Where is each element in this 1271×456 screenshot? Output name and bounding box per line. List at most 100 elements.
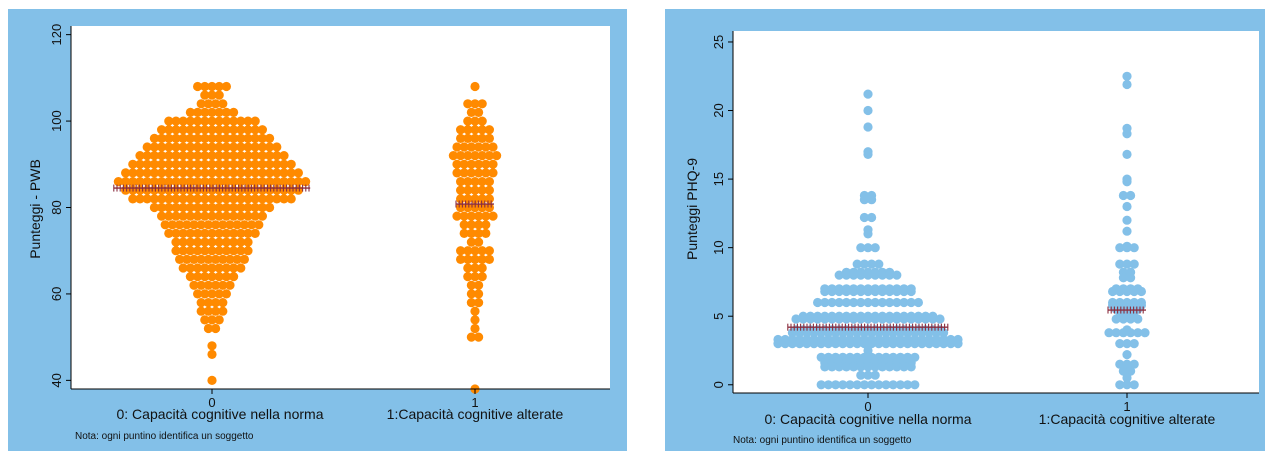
- subject-dot: [247, 220, 257, 230]
- subject-dot: [272, 142, 282, 152]
- subject-dot: [250, 142, 260, 152]
- subject-dot: [128, 168, 138, 178]
- note-text: Nota: ogni puntino identifica un soggett…: [733, 435, 912, 446]
- subject-dot: [250, 133, 260, 143]
- subject-dot: [484, 185, 494, 195]
- subject-dot: [935, 314, 945, 324]
- subject-dot: [164, 177, 174, 187]
- subject-dot: [279, 177, 289, 187]
- subject-dot: [214, 107, 224, 117]
- subject-dot: [221, 142, 231, 152]
- subject-dot: [196, 306, 206, 316]
- subject-dot: [135, 159, 145, 169]
- subject-dot: [178, 263, 188, 273]
- subject-dot: [207, 237, 217, 247]
- subject-dot: [466, 298, 476, 308]
- subject-dot: [207, 168, 217, 178]
- subject-dot: [928, 314, 938, 324]
- subject-dot: [802, 339, 812, 349]
- subject-dot: [913, 297, 923, 308]
- subject-dot: [185, 133, 195, 143]
- subject-dot: [1122, 359, 1132, 369]
- subject-dot: [831, 339, 841, 349]
- subject-dot: [243, 133, 253, 143]
- subject-dot: [167, 220, 177, 230]
- subject-dot: [243, 151, 253, 161]
- subject-dot: [178, 159, 188, 169]
- subject-dot: [164, 211, 174, 221]
- subject-dot: [178, 151, 188, 161]
- subject-dot: [185, 228, 195, 238]
- subject-dot: [221, 133, 231, 143]
- subject-dot: [128, 177, 138, 187]
- subject-dot: [1122, 177, 1132, 187]
- subject-dot: [870, 286, 880, 297]
- y-tick-label: 100: [49, 110, 64, 132]
- subject-dot: [142, 142, 152, 152]
- subject-dot: [207, 90, 217, 100]
- subject-dot: [175, 220, 185, 230]
- subject-dot: [257, 142, 267, 152]
- subject-dot: [221, 246, 231, 256]
- subject-dot: [780, 339, 790, 349]
- subject-dot: [200, 289, 210, 299]
- subject-dot: [899, 362, 909, 372]
- subject-dot: [157, 125, 167, 135]
- subject-dot: [185, 263, 195, 273]
- subject-dot: [135, 194, 145, 204]
- subject-dot: [484, 151, 494, 161]
- subject-dot: [863, 314, 873, 324]
- y-tick-label: 5: [711, 313, 726, 320]
- subject-dot: [265, 159, 275, 169]
- subject-dot: [831, 380, 841, 390]
- subject-dot: [250, 194, 260, 204]
- subject-dot: [279, 151, 289, 161]
- subject-dot: [834, 362, 844, 372]
- subject-dot: [1122, 339, 1132, 349]
- subject-dot: [265, 202, 275, 213]
- subject-dot: [823, 380, 833, 390]
- subject-dot: [481, 142, 491, 152]
- subject-dot: [795, 339, 805, 349]
- subject-dot: [921, 314, 931, 324]
- subject-dot: [211, 323, 221, 334]
- subject-dot: [193, 237, 203, 247]
- subject-dot: [200, 81, 210, 92]
- subject-dot: [867, 259, 877, 269]
- subject-dot: [214, 151, 224, 161]
- subject-dot: [214, 159, 224, 169]
- subject-dot: [484, 254, 494, 264]
- subject-dot: [113, 177, 123, 187]
- subject-dot: [265, 133, 275, 143]
- subject-dot: [459, 211, 469, 221]
- subject-dot: [221, 159, 231, 169]
- subject-dot: [1122, 243, 1132, 253]
- subject-dot: [463, 272, 473, 282]
- subject-dot: [207, 375, 217, 385]
- subject-dot: [863, 229, 873, 239]
- subject-dot: [160, 220, 170, 230]
- subject-dot: [221, 228, 231, 238]
- subject-dot: [178, 168, 188, 178]
- subject-dot: [207, 315, 217, 325]
- subject-dot: [265, 168, 275, 178]
- subject-dot: [243, 194, 253, 204]
- subject-dot: [193, 133, 203, 143]
- subject-dot: [456, 185, 466, 195]
- subject-dot: [856, 243, 866, 253]
- y-tick-label: 80: [49, 200, 64, 214]
- subject-dot: [229, 116, 239, 126]
- subject-dot: [193, 125, 203, 135]
- subject-dot: [293, 177, 303, 187]
- subject-dot: [142, 194, 152, 204]
- subject-dot: [229, 107, 239, 117]
- subject-dot: [481, 228, 491, 238]
- x-tick-label: 0: [208, 395, 215, 410]
- subject-dot: [265, 151, 275, 161]
- subject-dot: [236, 159, 246, 169]
- subject-dot: [203, 298, 213, 308]
- subject-dot: [1115, 380, 1125, 390]
- subject-dot: [293, 185, 303, 195]
- subject-dot: [841, 286, 851, 297]
- subject-dot: [488, 142, 498, 152]
